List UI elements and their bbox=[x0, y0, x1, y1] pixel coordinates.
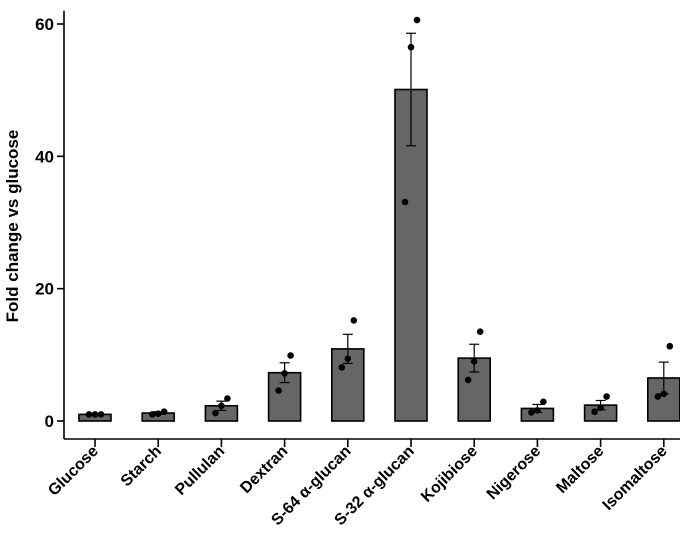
data-point bbox=[401, 198, 409, 206]
data-point bbox=[218, 402, 225, 410]
data-point bbox=[413, 16, 421, 24]
data-point bbox=[666, 342, 674, 350]
x-tick-label: Pullulan bbox=[172, 443, 228, 499]
data-point bbox=[591, 408, 598, 416]
data-point bbox=[534, 407, 541, 414]
data-point bbox=[344, 355, 352, 363]
data-point bbox=[540, 398, 547, 406]
x-tick-label: Glucose bbox=[45, 443, 102, 500]
data-point bbox=[407, 43, 415, 51]
y-tick-label: 0 bbox=[45, 412, 54, 431]
y-axis-title: Fold change vs glucose bbox=[3, 130, 22, 323]
bar-series bbox=[78, 88, 680, 422]
data-points bbox=[85, 16, 674, 418]
data-point bbox=[350, 317, 358, 324]
x-tick-label: Kojibiose bbox=[418, 443, 481, 506]
data-point bbox=[470, 358, 478, 365]
data-point bbox=[338, 364, 346, 371]
data-point bbox=[660, 390, 668, 398]
data-point bbox=[97, 411, 105, 418]
data-point bbox=[476, 328, 484, 335]
x-tick-label: Dextran bbox=[237, 443, 291, 497]
y-tick-label: 60 bbox=[35, 15, 54, 34]
error-bar bbox=[406, 32, 416, 147]
data-point bbox=[528, 409, 535, 416]
x-tick-label: Nigerose bbox=[484, 443, 545, 504]
data-point bbox=[597, 404, 604, 412]
data-point bbox=[85, 411, 93, 418]
y-axis: 0 20 40 60 bbox=[35, 10, 65, 439]
data-point bbox=[464, 376, 472, 384]
y-tick-label: 40 bbox=[35, 147, 54, 166]
data-point bbox=[154, 410, 162, 418]
data-point bbox=[148, 411, 156, 418]
data-point bbox=[654, 393, 662, 400]
x-tick-label: Starch bbox=[118, 443, 165, 490]
x-tick-label: Isomaltose bbox=[599, 443, 670, 514]
data-point bbox=[603, 393, 610, 400]
bar bbox=[646, 377, 680, 422]
error-bar bbox=[469, 343, 480, 373]
error-bars bbox=[90, 32, 669, 416]
data-point bbox=[275, 387, 282, 394]
y-tick-label: 20 bbox=[35, 280, 54, 299]
data-point bbox=[281, 370, 288, 377]
data-point bbox=[91, 411, 99, 418]
data-point bbox=[160, 408, 168, 416]
data-point bbox=[287, 352, 294, 359]
data-point bbox=[224, 395, 231, 402]
data-point bbox=[212, 409, 219, 417]
x-tick-label: Maltose bbox=[553, 443, 607, 497]
